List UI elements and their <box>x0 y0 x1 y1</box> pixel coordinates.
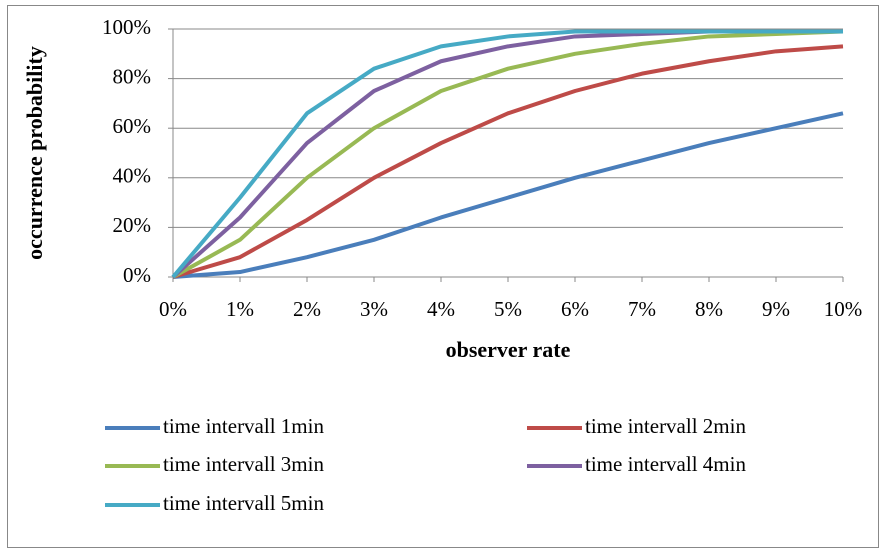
y-tick-label: 40% <box>113 164 152 188</box>
legend-label: time intervall 5min <box>163 491 324 515</box>
x-tick-label: 8% <box>695 297 723 321</box>
series-line <box>172 29 844 279</box>
x-tick-label: 0% <box>159 297 187 321</box>
x-tick-label: 5% <box>494 297 522 321</box>
y-tick-label: 60% <box>113 114 152 138</box>
legend-label: time intervall 3min <box>163 452 324 476</box>
x-tick-label: 1% <box>226 297 254 321</box>
y-tick-label: 80% <box>113 64 152 88</box>
y-tick-label: 20% <box>113 213 152 237</box>
y-tick-label: 100% <box>102 15 151 39</box>
series-line <box>171 29 843 279</box>
series-line <box>172 111 844 279</box>
x-tick-label: 4% <box>427 297 455 321</box>
x-tick-label: 2% <box>293 297 321 321</box>
x-tick-label: 9% <box>762 297 790 321</box>
legend-label: time intervall 2min <box>585 414 746 438</box>
x-tick-label: 7% <box>628 297 656 321</box>
legend-label: time intervall 4min <box>585 452 746 476</box>
y-axis-title: occurrence probability <box>22 46 47 260</box>
x-axis-title: observer rate <box>446 337 571 362</box>
y-tick-label: 0% <box>123 263 151 287</box>
x-tick-label: 10% <box>824 297 863 321</box>
x-tick-label: 3% <box>360 297 388 321</box>
x-tick-label: 6% <box>561 297 589 321</box>
series-line <box>172 44 844 279</box>
legend-label: time intervall 1min <box>163 414 324 438</box>
